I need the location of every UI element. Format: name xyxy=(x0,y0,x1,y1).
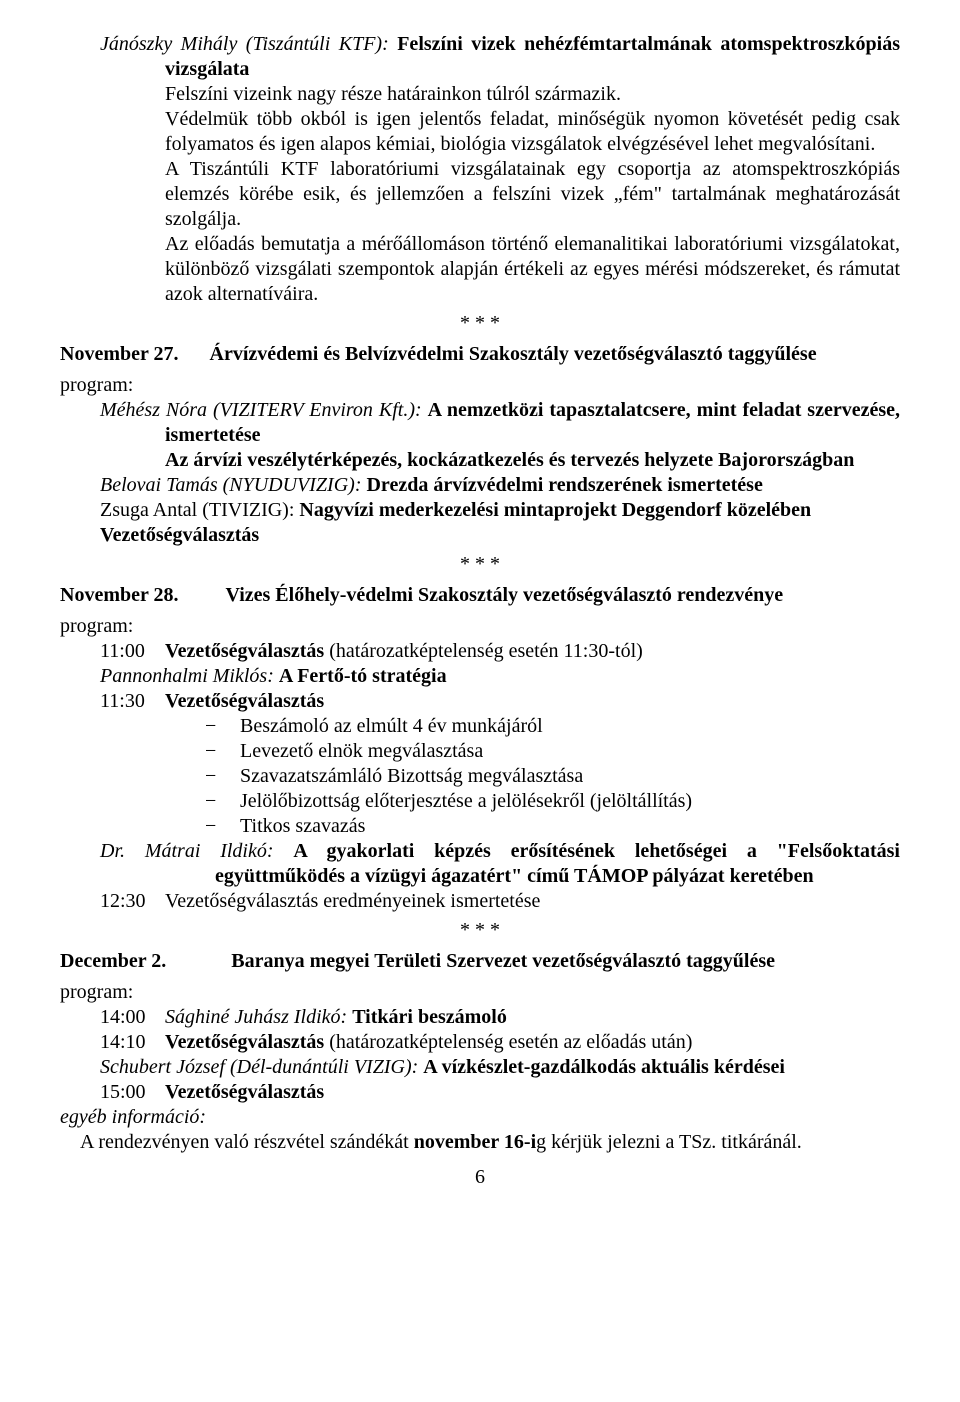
nov28-row1: 11:00 Vezetőségválasztás (határozatképte… xyxy=(100,639,900,664)
nov28-sp2: Dr. Mátrai Ildikó: A gyakorlati képzés e… xyxy=(215,839,900,889)
nov27-item2: Belovai Tamás (NYUDUVIZIG): Drezda árvíz… xyxy=(165,473,900,498)
nov28-b3: − Szavazatszámláló Bizottság megválasztá… xyxy=(205,764,900,789)
dec2-other-b: november 16-i xyxy=(414,1131,536,1153)
bullet-dash-icon: − xyxy=(205,789,240,814)
nov28-row2: 11:30 Vezetőségválasztás xyxy=(100,689,900,714)
nov28-row3: 12:30 Vezetőségválasztás eredményeinek i… xyxy=(100,889,900,914)
nov28-b2-text: Levezető elnök megválasztása xyxy=(240,739,900,764)
dec2-t1-author: Sághiné Juhász Ildikó: xyxy=(165,1006,347,1028)
nov28-b5: − Titkos szavazás xyxy=(205,814,900,839)
dec2-other-c: g kérjük jelezni a TSz. titkáránál. xyxy=(536,1131,802,1153)
nov28-b3-text: Szavazatszámláló Bizottság megválasztása xyxy=(240,764,900,789)
nov27-item1-author: Méhész Nóra (VIZITERV Environ Kft.): xyxy=(100,399,422,421)
bullet-dash-icon: − xyxy=(205,739,240,764)
bullet-dash-icon: − xyxy=(205,714,240,739)
dec2-date: December 2. xyxy=(60,950,166,972)
nov28-title: Vizes Élőhely-védelmi Szakosztály vezető… xyxy=(226,584,784,606)
nov28-sp1-title: A Fertő-tó stratégia xyxy=(279,665,447,687)
nov27-title: Árvízvédemi és Belvízvédelmi Szakosztály… xyxy=(210,343,817,365)
nov28-b5-text: Titkos szavazás xyxy=(240,814,900,839)
dec2-other-a: A rendezvényen való részvétel szándékát xyxy=(80,1131,414,1153)
dec2-t2-textb: (határozatképtelenség esetén az előadás … xyxy=(324,1031,692,1053)
nov28-t1-textb: (határozatképtelenség esetén 11:30-tól) xyxy=(324,640,643,662)
dec2-row1: 14:00 Sághiné Juhász Ildikó: Titkári bes… xyxy=(100,1005,900,1030)
nov28-date: November 28. xyxy=(60,584,179,606)
bullet-dash-icon: − xyxy=(205,814,240,839)
nov28-t2-text: Vezetőségválasztás xyxy=(165,689,900,714)
dec2-sp1-title: A vízkészlet-gazdálkodás aktuális kérdés… xyxy=(423,1056,785,1078)
nov28-sp2-author: Dr. Mátrai Ildikó: xyxy=(100,840,274,862)
page-number: 6 xyxy=(60,1165,900,1190)
entry1-author: Jánószky Mihály (Tiszántúli KTF): xyxy=(100,33,389,55)
dec2-row2: 14:10 Vezetőségválasztás (határozatképte… xyxy=(100,1030,900,1055)
nov27-header: November 27. Árvízvédemi és Belvízvédelm… xyxy=(60,342,900,367)
nov27-item1-sub: Az árvízi veszélytérképezés, kockázatkez… xyxy=(165,448,900,473)
nov27-program-label: program: xyxy=(60,373,900,398)
nov27-item3-author: Zsuga Antal (TIVIZIG): xyxy=(100,499,294,521)
nov27-item2-author: Belovai Tamás (NYUDUVIZIG): xyxy=(100,474,361,496)
nov28-t2: 11:30 xyxy=(100,689,165,714)
nov28-t1-texta: Vezetőségválasztás xyxy=(165,640,324,662)
nov27-item3: Zsuga Antal (TIVIZIG): Nagyvízi mederkez… xyxy=(165,498,900,523)
entry1-p4: Az előadás bemutatja a mérőállomáson tör… xyxy=(165,232,900,307)
entry1-p3: A Tiszántúli KTF laboratóriumi vizsgálat… xyxy=(165,157,900,232)
nov28-sp1-author: Pannonhalmi Miklós: xyxy=(100,665,274,687)
nov28-b1: − Beszámoló az elmúlt 4 év munkájáról xyxy=(205,714,900,739)
dec2-t2: 14:10 xyxy=(100,1030,165,1055)
dec2-sp1-author: Schubert József (Dél-dunántúli VIZIG): xyxy=(100,1056,418,1078)
dec2-title: Baranya megyei Területi Szervezet vezető… xyxy=(231,950,775,972)
separator: * * * xyxy=(60,311,900,336)
dec2-t2-content: Vezetőségválasztás (határozatképtelenség… xyxy=(165,1030,900,1055)
nov28-t1-content: Vezetőségválasztás (határozatképtelenség… xyxy=(165,639,900,664)
dec2-t1-title: Titkári beszámoló xyxy=(352,1006,507,1028)
dec2-t1: 14:00 xyxy=(100,1005,165,1030)
nov28-t3: 12:30 xyxy=(100,889,165,914)
nov28-program-label: program: xyxy=(60,614,900,639)
dec2-t3-text: Vezetőségválasztás xyxy=(165,1080,900,1105)
entry1-p2: Védelmük több okból is igen jelentős fel… xyxy=(165,107,900,157)
nov28-b2: − Levezető elnök megválasztása xyxy=(205,739,900,764)
nov28-header: November 28. Vizes Élőhely-védelmi Szako… xyxy=(60,583,900,608)
separator: * * * xyxy=(60,552,900,577)
dec2-t1-content: Sághiné Juhász Ildikó: Titkári beszámoló xyxy=(165,1005,900,1030)
nov27-item2-title: Drezda árvízvédelmi rendszerének ismerte… xyxy=(366,474,762,496)
nov28-b1-text: Beszámoló az elmúlt 4 év munkájáról xyxy=(240,714,900,739)
nov28-t1: 11:00 xyxy=(100,639,165,664)
dec2-other-text: A rendezvényen való részvétel szándékát … xyxy=(80,1130,900,1155)
dec2-other-label: egyéb információ: xyxy=(60,1105,900,1130)
separator: * * * xyxy=(60,918,900,943)
nov28-b4: − Jelölőbizottság előterjesztése a jelöl… xyxy=(205,789,900,814)
nov27-item4: Vezetőségválasztás xyxy=(100,523,900,548)
nov28-sp1: Pannonhalmi Miklós: A Fertő-tó stratégia xyxy=(100,664,900,689)
dec2-t3: 15:00 xyxy=(100,1080,165,1105)
nov27-item3-title: Nagyvízi mederkezelési mintaprojekt Degg… xyxy=(299,499,811,521)
dec2-program-label: program: xyxy=(60,980,900,1005)
nov27-date: November 27. xyxy=(60,343,179,365)
nov28-t3-text: Vezetőségválasztás eredményeinek ismerte… xyxy=(165,889,900,914)
dec2-header: December 2. Baranya megyei Területi Szer… xyxy=(60,949,900,974)
entry1-p1: Felszíni vizeink nagy része határainkon … xyxy=(165,82,900,107)
entry1-heading: Jánószky Mihály (Tiszántúli KTF): Felszí… xyxy=(165,32,900,82)
nov28-sp2-title: A gyakorlati képzés erősítésének lehetős… xyxy=(215,840,900,887)
dec2-row3: 15:00 Vezetőségválasztás xyxy=(100,1080,900,1105)
nov28-b4-text: Jelölőbizottság előterjesztése a jelölés… xyxy=(240,789,900,814)
dec2-sp1: Schubert József (Dél-dunántúli VIZIG): A… xyxy=(100,1055,900,1080)
nov27-item1: Méhész Nóra (VIZITERV Environ Kft.): A n… xyxy=(165,398,900,448)
dec2-t2-texta: Vezetőségválasztás xyxy=(165,1031,324,1053)
bullet-dash-icon: − xyxy=(205,764,240,789)
